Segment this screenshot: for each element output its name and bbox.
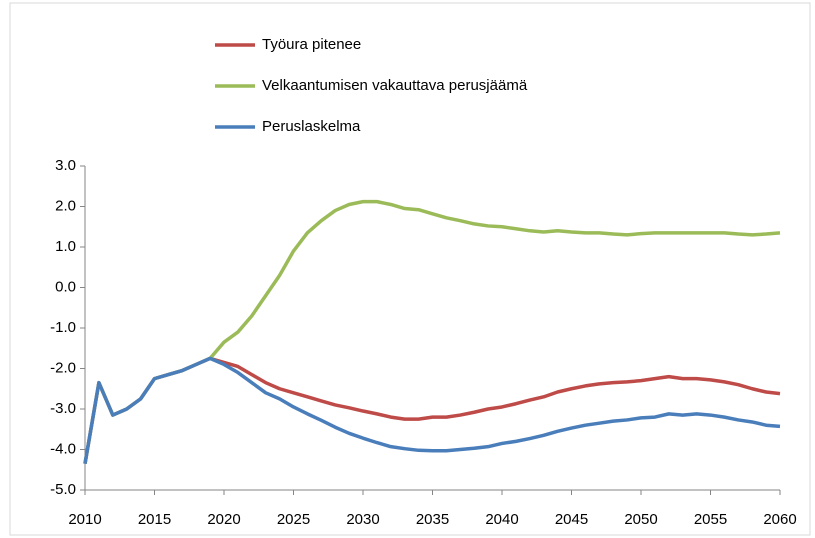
x-tick-label: 2045 [555, 511, 588, 528]
y-tick-label: 1.0 [55, 238, 76, 255]
x-tick-label: 2030 [346, 511, 379, 528]
y-tick-label: 2.0 [55, 197, 76, 214]
chart-frame [9, 2, 811, 536]
y-tick-label: -2.0 [50, 359, 76, 376]
x-tick-label: 2010 [68, 511, 101, 528]
y-tick-label: 3.0 [55, 157, 76, 174]
y-tick-label: -5.0 [50, 481, 76, 498]
legend-label: Velkaantumisen vakauttava perusjäämä [262, 77, 528, 94]
x-tick-label: 2025 [277, 511, 310, 528]
series-line [83, 356, 781, 464]
legend-label: Peruslaskelma [262, 118, 361, 135]
x-tick-label: 2055 [694, 511, 727, 528]
y-tick-label: -1.0 [50, 319, 76, 336]
x-tick-label: 2035 [416, 511, 449, 528]
x-tick-label: 2040 [485, 511, 518, 528]
x-tick-label: 2060 [763, 511, 796, 528]
x-tick-label: 2020 [207, 511, 240, 528]
y-tick-label: 0.0 [55, 278, 76, 295]
x-tick-label: 2050 [624, 511, 657, 528]
x-tick-label: 2015 [138, 511, 171, 528]
y-tick-label: -4.0 [50, 440, 76, 457]
y-tick-label: -3.0 [50, 400, 76, 417]
legend-label: Työura pitenee [262, 36, 361, 53]
